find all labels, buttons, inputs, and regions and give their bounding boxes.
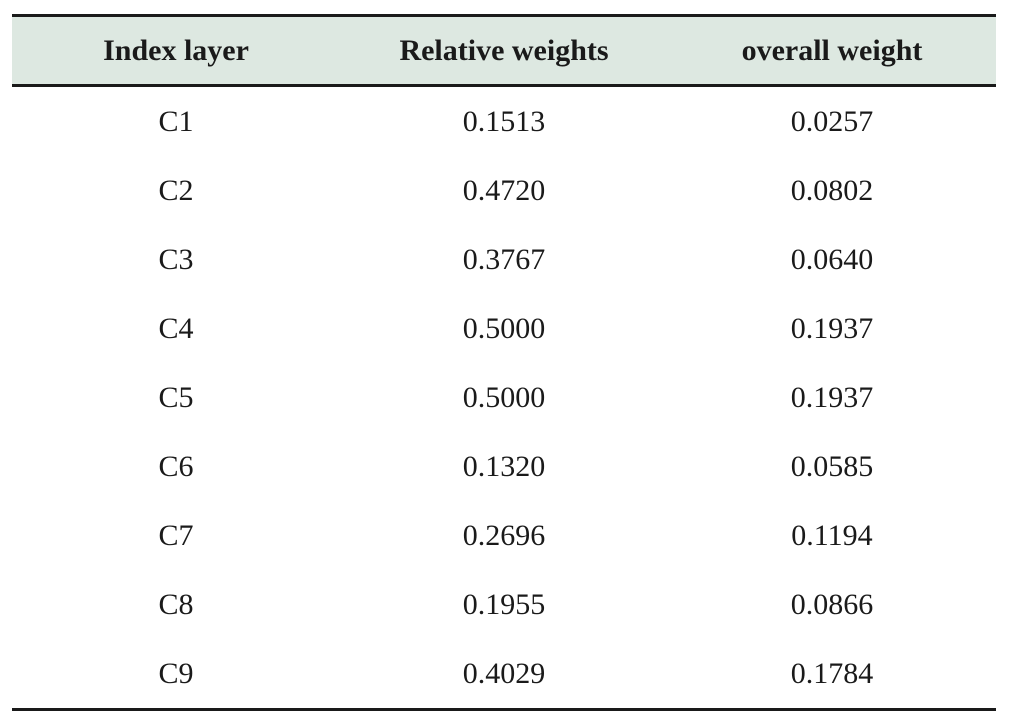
header-index-layer: Index layer	[12, 14, 340, 87]
cell-relative-weight: 0.5000	[462, 311, 546, 345]
table-row: C3 0.3767 0.0640	[12, 225, 996, 294]
table-row: C7 0.2696 0.1194	[12, 501, 996, 570]
cell-relative-weight: 0.1513	[462, 104, 546, 138]
cell-index-layer: C6	[158, 449, 194, 483]
header-overall-weight: overall weight	[668, 14, 996, 87]
cell-relative-weight: 0.4029	[340, 639, 668, 711]
cell-index-layer: C4	[158, 311, 194, 345]
table-row: C2 0.4720 0.0802	[12, 156, 996, 225]
table-row: C5 0.5000 0.1937	[12, 363, 996, 432]
cell-overall-weight: 0.0257	[790, 104, 874, 138]
cell-relative-weight: 0.1320	[462, 449, 546, 483]
cell-overall-weight: 0.0802	[790, 173, 874, 207]
table-row: C1 0.1513 0.0257	[12, 86, 996, 157]
header-row: Index layer Relative weights overall wei…	[12, 14, 996, 87]
cell-relative-weight: 0.2696	[462, 518, 546, 552]
cell-index-layer: C3	[158, 242, 194, 276]
cell-overall-weight: 0.1937	[790, 311, 874, 345]
table-row: C6 0.1320 0.0585	[12, 432, 996, 501]
cell-relative-weight: 0.1955	[462, 587, 546, 621]
cell-overall-weight: 0.1194	[791, 518, 873, 552]
cell-index-layer: C1	[158, 104, 194, 138]
cell-overall-weight: 0.1784	[668, 639, 996, 711]
cell-relative-weight: 0.4720	[462, 173, 546, 207]
cell-overall-weight: 0.1937	[790, 380, 874, 414]
table-row: C8 0.1955 0.0866	[12, 570, 996, 639]
table-row: C4 0.5000 0.1937	[12, 294, 996, 363]
cell-index-layer: C9	[12, 639, 340, 711]
cell-index-layer: C5	[158, 380, 194, 414]
weights-table-container: Index layer Relative weights overall wei…	[12, 14, 996, 711]
table-row: C9 0.4029 0.1784	[12, 639, 996, 711]
cell-overall-weight: 0.0866	[790, 587, 874, 621]
cell-index-layer: C7	[158, 518, 194, 552]
cell-overall-weight: 0.0640	[790, 242, 874, 276]
table-body: C1 0.1513 0.0257 C2 0.4720 0.0802 C3 0.3…	[12, 86, 996, 711]
weights-table: Index layer Relative weights overall wei…	[12, 14, 996, 711]
header-relative-weights: Relative weights	[340, 14, 668, 87]
cell-relative-weight: 0.3767	[462, 242, 546, 276]
cell-relative-weight: 0.5000	[462, 380, 546, 414]
cell-overall-weight: 0.0585	[790, 449, 874, 483]
table-header: Index layer Relative weights overall wei…	[12, 14, 996, 87]
cell-index-layer: C8	[158, 587, 194, 621]
cell-index-layer: C2	[158, 173, 194, 207]
